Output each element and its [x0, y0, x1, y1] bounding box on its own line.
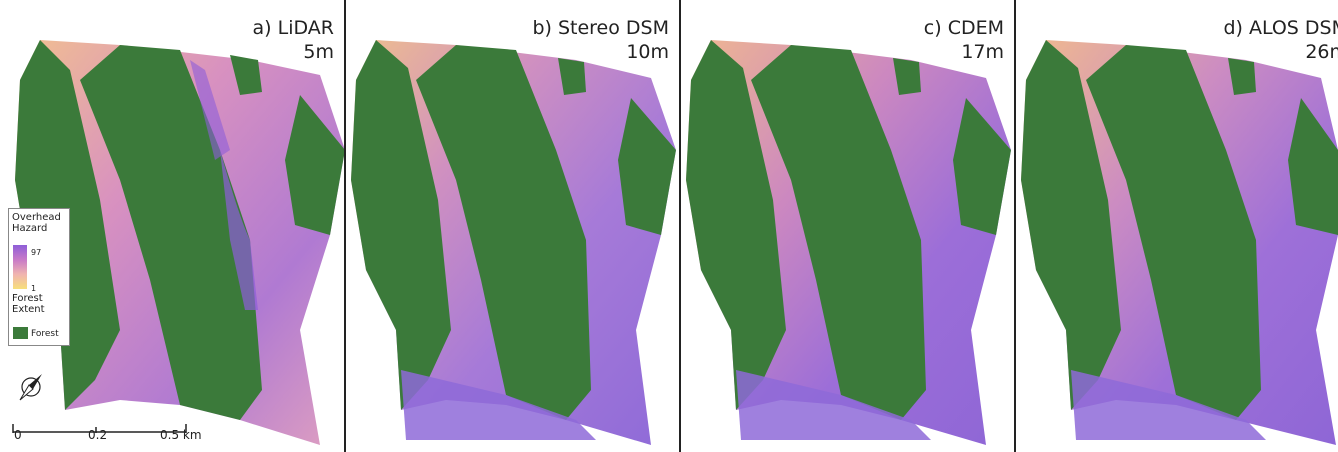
- panel-resolution-lidar: 5m: [303, 41, 334, 63]
- north-arrow-icon: [19, 374, 42, 401]
- panel-letter-alos-dsm: d) ALOS DSM: [1223, 17, 1338, 39]
- panel-title-stereo-dsm: b) Stereo DSM 10m: [532, 16, 669, 64]
- scale-label-1: 0.2: [88, 428, 108, 442]
- legend-min-value: 1: [31, 284, 37, 293]
- panel-letter-cdem: c) CDEM: [923, 17, 1004, 39]
- map-panel-stereo-dsm: b) Stereo DSM 10m: [346, 0, 681, 452]
- legend-forest-item: Forest: [31, 329, 59, 339]
- map-legend: Overhead Hazard 97 1 Forest Extent Fores…: [8, 208, 70, 346]
- panel-title-alos-dsm: d) ALOS DSM 26m: [1223, 16, 1338, 64]
- panel-title-lidar: a) LiDAR 5m: [253, 16, 334, 64]
- map-panel-cdem: c) CDEM 17m: [681, 0, 1016, 452]
- panel-letter-stereo-dsm: b) Stereo DSM: [532, 17, 669, 39]
- map-alos-dsm: [1021, 40, 1338, 445]
- map-stereo-dsm: [351, 40, 676, 445]
- scale-bar: [12, 424, 187, 433]
- panel-title-cdem: c) CDEM 17m: [924, 16, 1004, 64]
- panel-resolution-alos-dsm: 26m: [1305, 41, 1338, 63]
- hazard-color-ramp: [13, 245, 27, 289]
- scale-label-2: 0.5 km: [160, 428, 202, 442]
- map-cdem: [686, 40, 1011, 445]
- panel-letter-lidar: a) LiDAR: [252, 17, 334, 39]
- panel-resolution-stereo-dsm: 10m: [626, 41, 669, 63]
- legend-max-value: 97: [31, 248, 42, 257]
- panel-resolution-cdem: 17m: [961, 41, 1004, 63]
- legend-forest-title: Forest Extent: [12, 293, 45, 315]
- legend-hazard-title: Overhead Hazard: [12, 212, 61, 234]
- map-panel-lidar: a) LiDAR 5m Overhead Hazard 97 1 Forest …: [0, 0, 346, 452]
- map-panel-alos-dsm: d) ALOS DSM 26m: [1016, 0, 1338, 452]
- scale-label-0: 0: [14, 428, 22, 442]
- forest-swatch: [13, 327, 28, 339]
